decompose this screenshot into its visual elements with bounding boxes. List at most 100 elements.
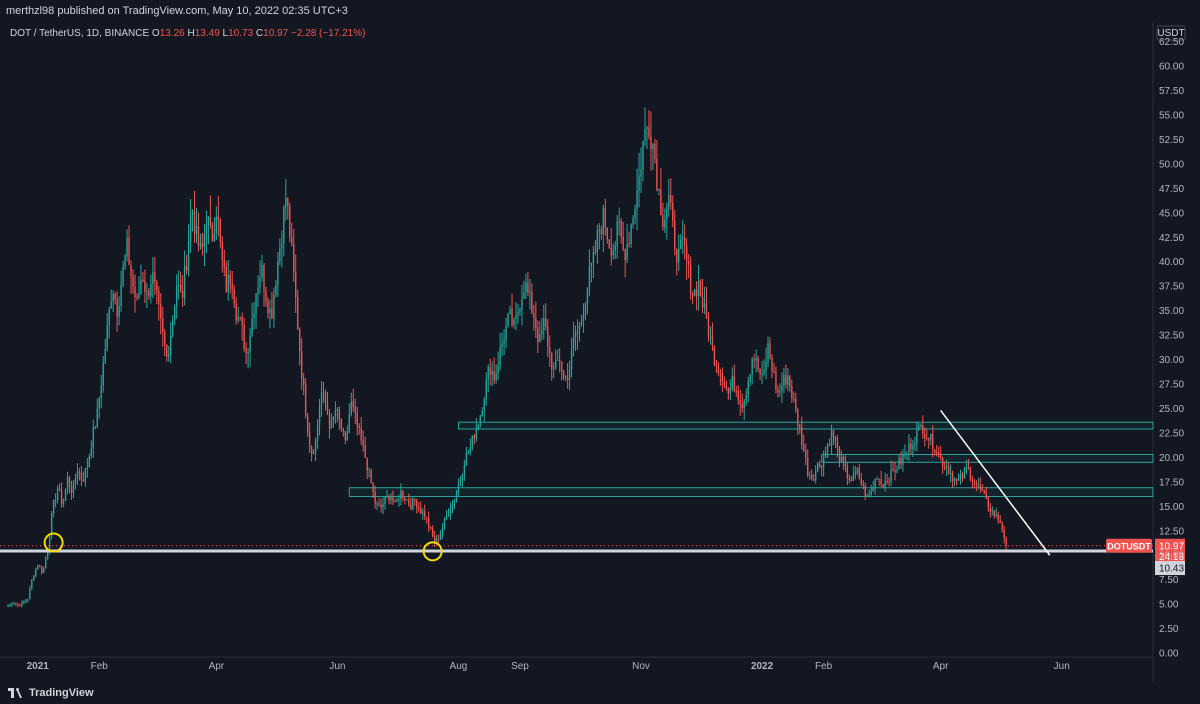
tradingview-logo[interactable]: TradingView (8, 682, 94, 704)
low-value: 10.73 (228, 28, 256, 39)
candles (7, 107, 1007, 608)
candle-body (130, 265, 132, 276)
y-tick-label: 32.50 (1159, 331, 1184, 342)
candle-body (606, 227, 608, 240)
candle-body (511, 308, 513, 326)
highlight-circle (422, 541, 443, 562)
candle-body (455, 493, 458, 502)
candle-body (154, 272, 156, 282)
y-tick-label: 0.00 (1159, 649, 1179, 660)
candle-body (650, 136, 652, 149)
candle-body (384, 496, 386, 505)
candle-body (910, 443, 912, 450)
highlight-circle (43, 532, 64, 553)
candle-body (118, 305, 120, 317)
candle-body (308, 432, 311, 447)
candle-body (459, 480, 462, 486)
candle-body (483, 399, 485, 411)
candle-body (912, 445, 914, 450)
candle-body (213, 233, 216, 242)
candle-body (973, 481, 976, 484)
candle-body (177, 284, 180, 287)
candle-body (348, 413, 351, 433)
candle-body (1001, 522, 1003, 530)
candle-body (600, 229, 603, 234)
candle-body (926, 437, 928, 440)
candle-body (235, 303, 237, 321)
candle-body (158, 291, 160, 305)
open-value: 13.26 (160, 28, 188, 39)
candle-body (320, 392, 323, 406)
y-tick-label: 22.50 (1159, 428, 1184, 439)
candle-body (801, 427, 803, 446)
candle-body (870, 491, 872, 495)
candle-body (779, 390, 781, 393)
candle-body (981, 488, 984, 491)
candle-body (687, 261, 690, 265)
candle-body (793, 398, 795, 400)
candle-body (781, 385, 783, 391)
candle-body (420, 508, 422, 514)
candle-body (707, 319, 710, 337)
candle-body (388, 495, 390, 501)
candle-body (332, 416, 335, 421)
candle-body (239, 317, 241, 319)
candle-body (713, 346, 716, 366)
candle-body (187, 241, 190, 271)
candle-body (74, 478, 77, 484)
candle-body (961, 474, 964, 479)
candle-body (918, 425, 920, 431)
horizontal-zone (457, 421, 1154, 430)
candle-body (279, 248, 281, 262)
candle-body (378, 503, 380, 505)
y-tick-label: 10.00 (1159, 551, 1184, 562)
candle-body (257, 287, 259, 294)
candle-body (963, 468, 966, 479)
candle-body (314, 440, 317, 453)
candle-body (620, 220, 622, 237)
publisher-line: merthzl98 published on TradingView.com, … (6, 5, 348, 17)
candle-body (693, 289, 696, 297)
candle-body (424, 511, 426, 517)
candle-body (937, 453, 940, 455)
candle-body (185, 265, 188, 271)
candle-body (64, 488, 67, 501)
candle-body (868, 494, 870, 496)
candle-body (582, 315, 585, 320)
candle-body (66, 477, 69, 489)
candle-body (959, 474, 962, 479)
candle-body (183, 265, 186, 298)
candle-body (556, 359, 559, 361)
candle-body (654, 143, 656, 160)
candle-body (822, 457, 825, 468)
candle-body (584, 303, 587, 316)
candle-body (418, 507, 420, 509)
candle-body (610, 248, 612, 256)
candle-body (422, 511, 424, 514)
candle-body (398, 499, 400, 501)
candle-body (241, 317, 243, 325)
candle-body (326, 404, 329, 415)
candle-body (7, 606, 9, 608)
candle-body (297, 297, 299, 330)
candle-body (588, 266, 591, 289)
candle-body (519, 309, 521, 313)
candle-body (916, 430, 918, 444)
candle-body (818, 463, 821, 467)
candle-body (463, 465, 466, 475)
candle-body (531, 291, 533, 313)
candle-body (497, 365, 499, 374)
candle-body (27, 599, 29, 601)
footer: TradingView (0, 682, 1200, 704)
candle-body (608, 239, 610, 249)
y-tick-label: 2.50 (1159, 624, 1179, 635)
candle-body (201, 242, 204, 248)
candle-body (638, 176, 640, 191)
candle-body (173, 306, 176, 321)
candle-body (330, 420, 333, 429)
candle-body (924, 434, 926, 438)
candle-body (521, 298, 523, 310)
candle-body (586, 288, 589, 304)
candle-body (537, 328, 539, 343)
